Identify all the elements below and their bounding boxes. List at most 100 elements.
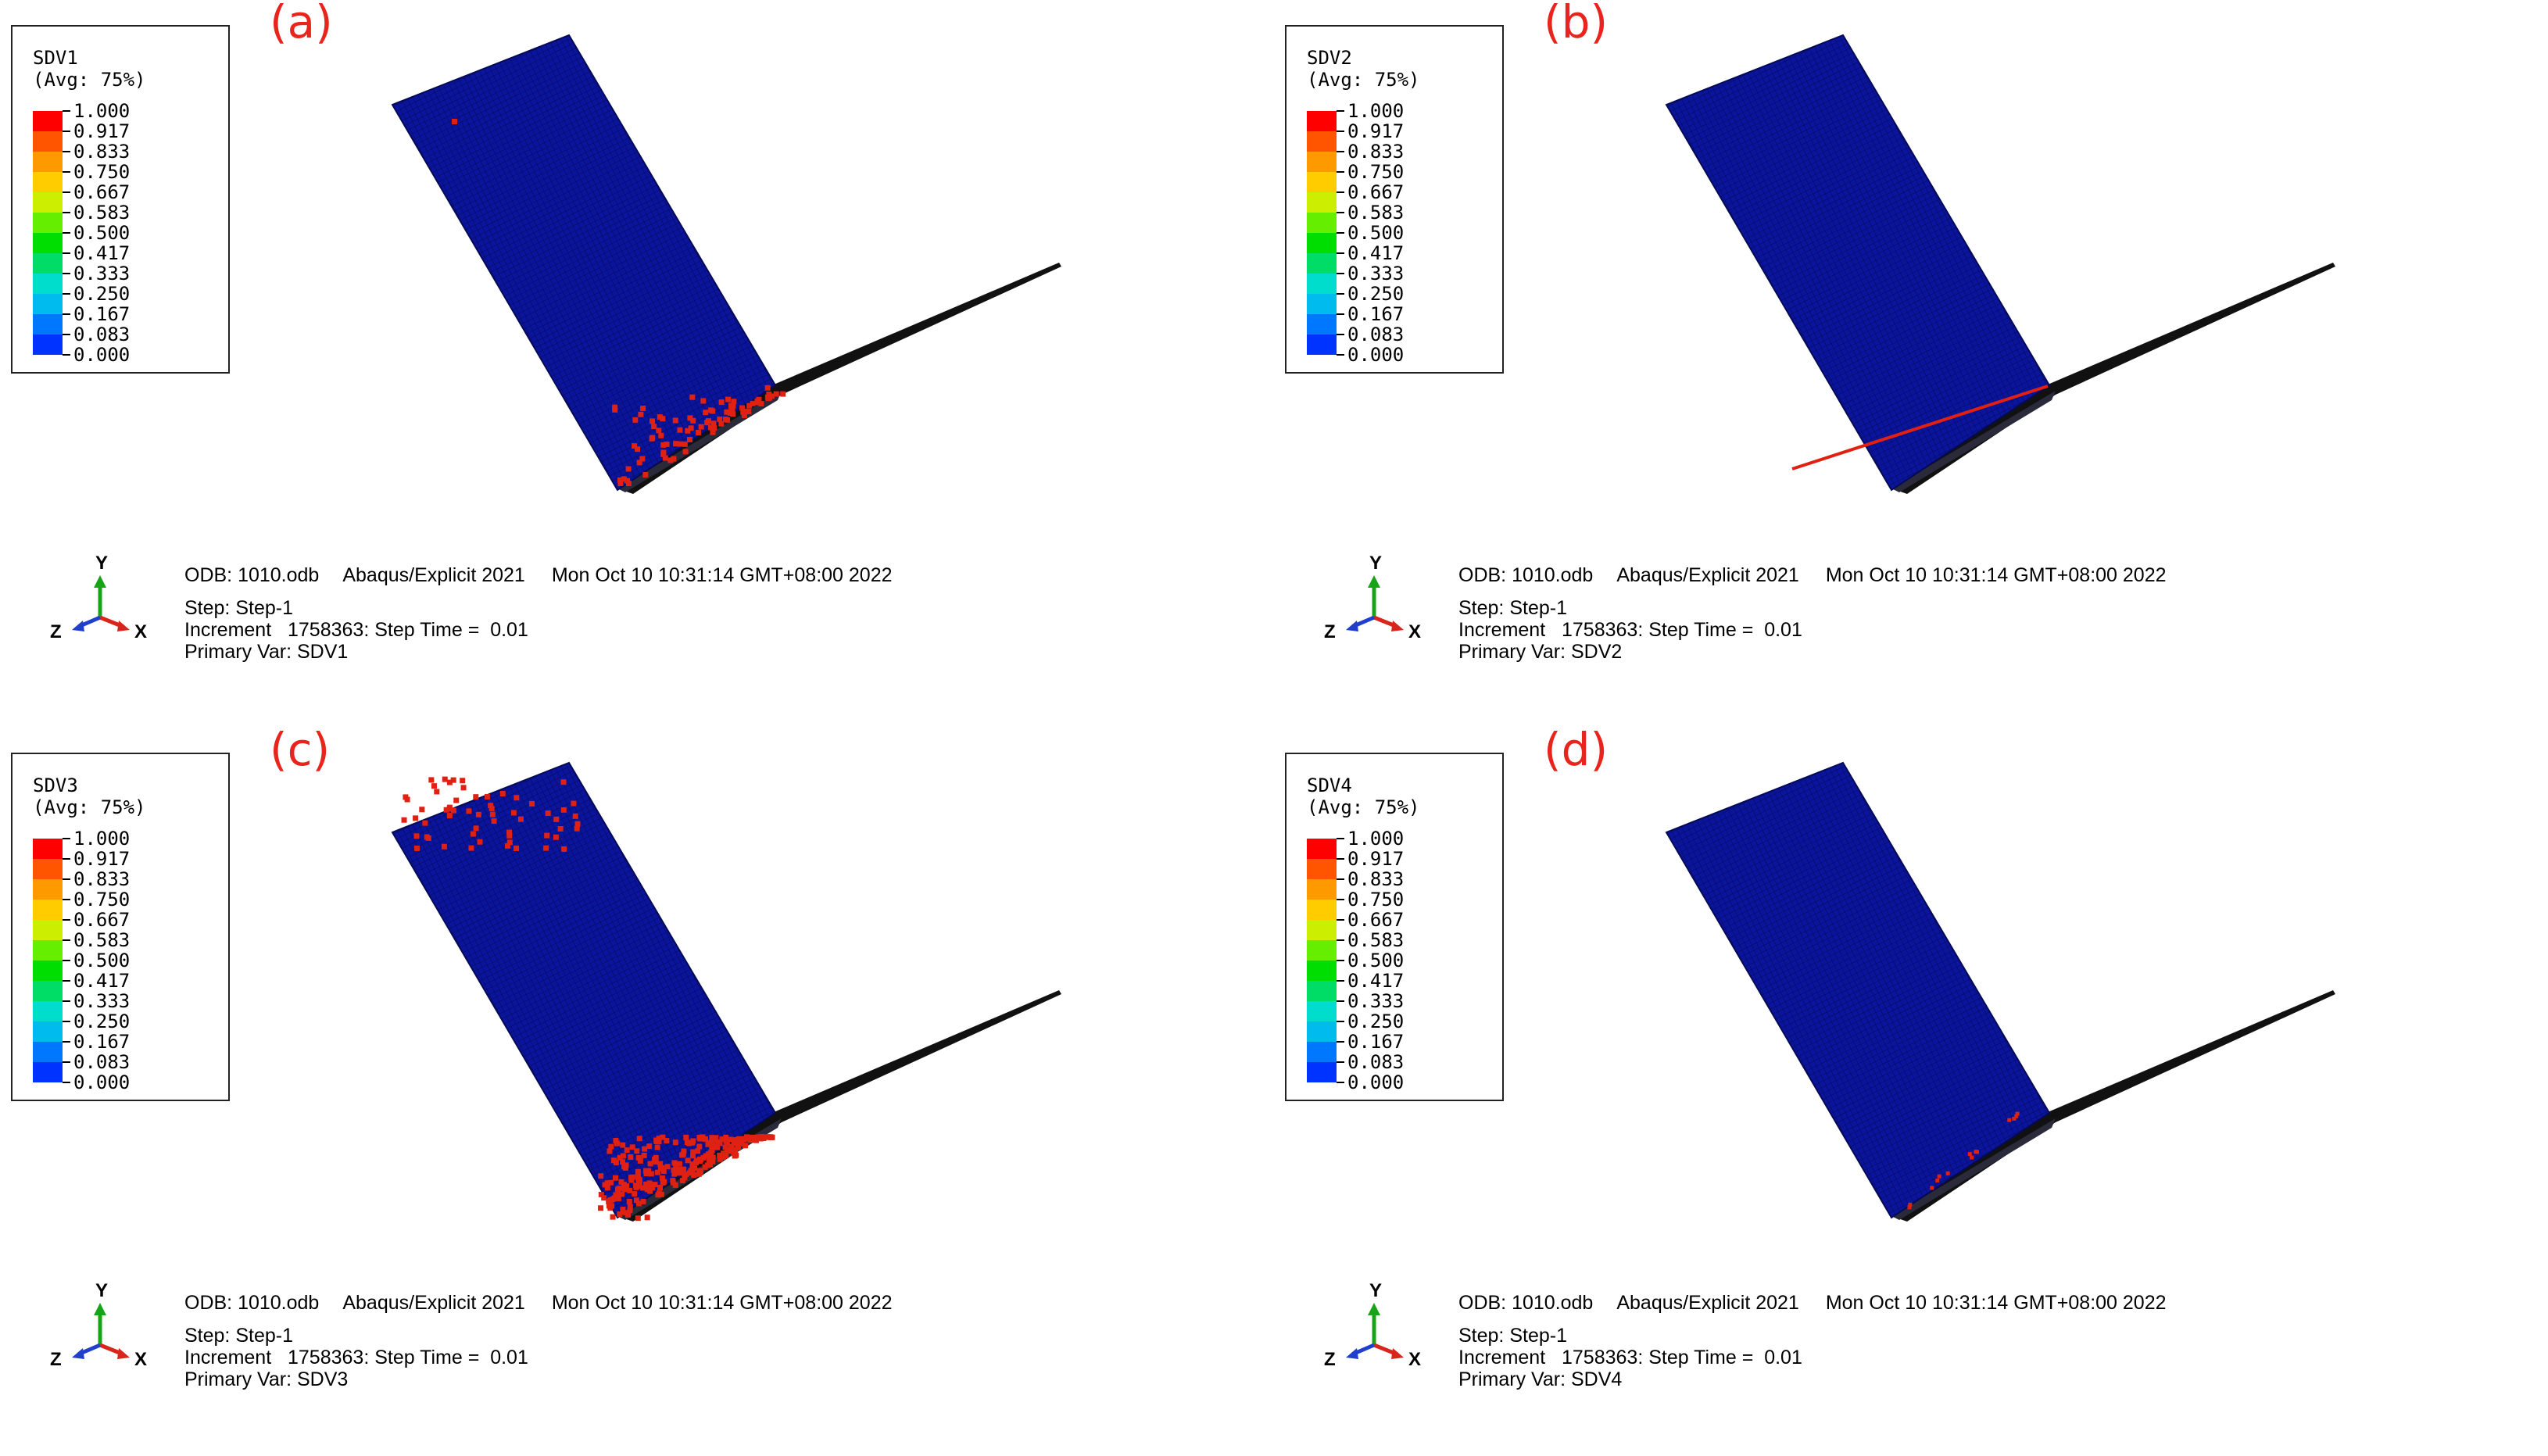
- legend-tick-label: 0.583: [1347, 202, 1405, 224]
- damage-element: [670, 1178, 676, 1184]
- damage-element: [604, 1185, 610, 1191]
- legend-swatch: [33, 981, 63, 1001]
- legend-tick-mark: [63, 293, 70, 295]
- damage-element: [677, 441, 683, 447]
- damage-element: [650, 1185, 656, 1191]
- damage-element: [643, 1182, 650, 1188]
- damage-element: [736, 1140, 743, 1147]
- panel-letter: (c): [270, 723, 331, 776]
- legend-swatch: [33, 274, 63, 294]
- damage-element: [598, 1205, 604, 1211]
- damage-element: [704, 420, 710, 426]
- damage-element: [604, 1180, 610, 1186]
- damage-element: [2015, 1111, 2020, 1116]
- legend-tick-mark: [63, 171, 70, 173]
- damage-element: [1974, 1150, 1978, 1154]
- damage-element: [756, 396, 762, 402]
- damage-element: [560, 807, 567, 813]
- legend-tick-label: 0.750: [73, 889, 131, 910]
- damage-element: [686, 436, 692, 442]
- damage-element: [656, 1136, 662, 1142]
- legend-swatch: [33, 334, 63, 355]
- damage-element: [664, 1138, 670, 1144]
- damage-element: [671, 456, 677, 462]
- z-arrow: [1346, 1348, 1358, 1359]
- damage-element: [607, 1148, 613, 1154]
- legend-swatch: [1307, 314, 1337, 334]
- legend-var: SDV4: [1307, 775, 1352, 796]
- damage-element: [739, 405, 746, 411]
- damage-element: [717, 1152, 723, 1158]
- legend-swatch: [33, 152, 63, 172]
- damage-element: [598, 1173, 604, 1179]
- damage-element: [710, 408, 716, 414]
- web-plate: [391, 761, 777, 1219]
- legend-tick-label: 0.417: [73, 242, 131, 264]
- z-label: Z: [1324, 1349, 1336, 1368]
- damage-element: [627, 1204, 633, 1210]
- damage-element: [686, 1140, 692, 1147]
- legend-tick-mark: [63, 980, 70, 982]
- flange-edge: [1891, 391, 2056, 492]
- damage-element: [635, 1200, 642, 1207]
- damage-element: [635, 1215, 641, 1222]
- legend-swatch: [1307, 274, 1337, 294]
- flange-edge: [617, 391, 782, 492]
- run-info: ODB: 1010.odb Abaqus/Explicit 2021 Mon Oct…: [1458, 564, 2167, 663]
- damage-element: [730, 411, 736, 417]
- legend-swatch: [33, 192, 63, 213]
- legend-tick-mark: [1337, 838, 1344, 839]
- spacer: [184, 1314, 893, 1325]
- legend-var: SDV3: [33, 775, 78, 796]
- damage-element: [743, 1143, 749, 1149]
- legend-tick-mark: [1337, 980, 1344, 982]
- damage-element: [660, 1134, 666, 1140]
- flange-plate: [617, 990, 1061, 1222]
- damage-element: [662, 455, 668, 461]
- spacer: [184, 586, 893, 597]
- damage-element: [654, 1144, 660, 1150]
- legend-tick-label: 1.000: [73, 828, 131, 850]
- run-info-header: ODB: 1010.odb Abaqus/Explicit 2021 Mon Oct…: [1458, 564, 2167, 586]
- legend-tick-mark: [1337, 191, 1344, 193]
- damage-element: [1970, 1155, 1974, 1160]
- run-info-primary: Primary Var: SDV3: [184, 1368, 349, 1390]
- legend-tick-mark: [63, 273, 70, 274]
- legend-tick-label: 0.083: [1347, 1051, 1405, 1073]
- damage-element: [646, 1143, 653, 1150]
- legend-tick-label: 0.500: [73, 222, 131, 244]
- legend-tick-label: 0.000: [73, 1071, 131, 1093]
- legend-tick-mark: [1337, 878, 1344, 880]
- legend-box: SDV3 (Avg: 75%) 1.000 0.917 0.833 0.750 0.667 0…: [11, 753, 230, 1101]
- damage-element: [623, 1162, 629, 1168]
- damage-element: [689, 1161, 696, 1168]
- damage-element: [690, 1149, 696, 1155]
- damage-element: [1907, 1205, 1912, 1210]
- damage-element: [625, 480, 632, 486]
- legend-tick-mark: [63, 939, 70, 941]
- legend-swatch: [33, 1001, 63, 1021]
- damage-element: [725, 396, 732, 402]
- damage-element: [612, 1175, 618, 1181]
- legend-tick-label: 0.833: [1347, 868, 1405, 890]
- panel-sdv1: SDV1 (Avg: 75%) 1.000 0.917 0.833 0.750 0.667 0…: [0, 0, 1274, 728]
- legend-swatch: [33, 172, 63, 192]
- legend-swatch: [33, 294, 63, 314]
- damage-element: [714, 1144, 721, 1150]
- legend-tick-mark: [63, 191, 70, 193]
- damage-element: [660, 442, 667, 448]
- legend-swatch: [1307, 131, 1337, 152]
- legend-tick-label: 0.667: [73, 909, 131, 931]
- damage-element: [723, 417, 729, 423]
- damage-element: [488, 803, 494, 809]
- legend-tick-label: 0.333: [1347, 263, 1405, 284]
- damage-element: [419, 807, 425, 813]
- legend-title: SDV3 (Avg: 75%): [33, 775, 146, 818]
- legend-tick-label: 0.000: [73, 344, 131, 366]
- damage-element: [653, 1159, 659, 1165]
- legend-tick-label: 0.500: [73, 950, 131, 971]
- legend-tick-mark: [1337, 273, 1344, 274]
- damage-element: [446, 813, 453, 819]
- run-info-increment: Increment 1758363: Step Time = 0.01: [184, 619, 528, 641]
- run-info-primary: Primary Var: SDV2: [1458, 641, 1623, 663]
